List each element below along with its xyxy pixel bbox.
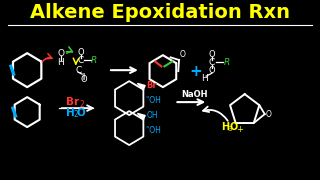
Text: O: O <box>229 122 237 132</box>
Text: Br: Br <box>146 81 157 90</box>
Text: R: R <box>91 56 97 65</box>
Text: O: O <box>180 50 186 59</box>
Text: Alkene Epoxidation Rxn: Alkene Epoxidation Rxn <box>30 3 290 22</box>
Text: O: O <box>81 75 87 84</box>
Polygon shape <box>137 113 145 120</box>
Text: 3: 3 <box>228 126 232 132</box>
Text: O: O <box>76 108 85 118</box>
Text: H: H <box>201 74 208 83</box>
Text: H: H <box>66 108 75 118</box>
Text: +: + <box>236 125 243 134</box>
Text: H: H <box>220 122 229 132</box>
Text: C: C <box>78 56 84 65</box>
Text: O: O <box>209 66 215 75</box>
Text: NaOH: NaOH <box>181 90 208 99</box>
Text: O: O <box>266 110 272 119</box>
Text: O: O <box>57 49 64 58</box>
Text: 2: 2 <box>73 110 78 119</box>
Text: ''OH: ''OH <box>146 126 161 135</box>
Text: H: H <box>58 58 64 67</box>
Text: 2: 2 <box>79 100 84 109</box>
Text: C: C <box>75 66 81 75</box>
Text: O: O <box>209 50 215 59</box>
Text: Br: Br <box>66 97 79 107</box>
Text: OH: OH <box>146 111 158 120</box>
Text: +: + <box>189 64 202 79</box>
Text: ''OH: ''OH <box>146 96 161 105</box>
Text: R: R <box>223 58 229 67</box>
Text: O: O <box>78 48 84 57</box>
Text: ||: || <box>82 73 86 80</box>
Polygon shape <box>137 83 145 90</box>
Text: C: C <box>209 58 215 67</box>
